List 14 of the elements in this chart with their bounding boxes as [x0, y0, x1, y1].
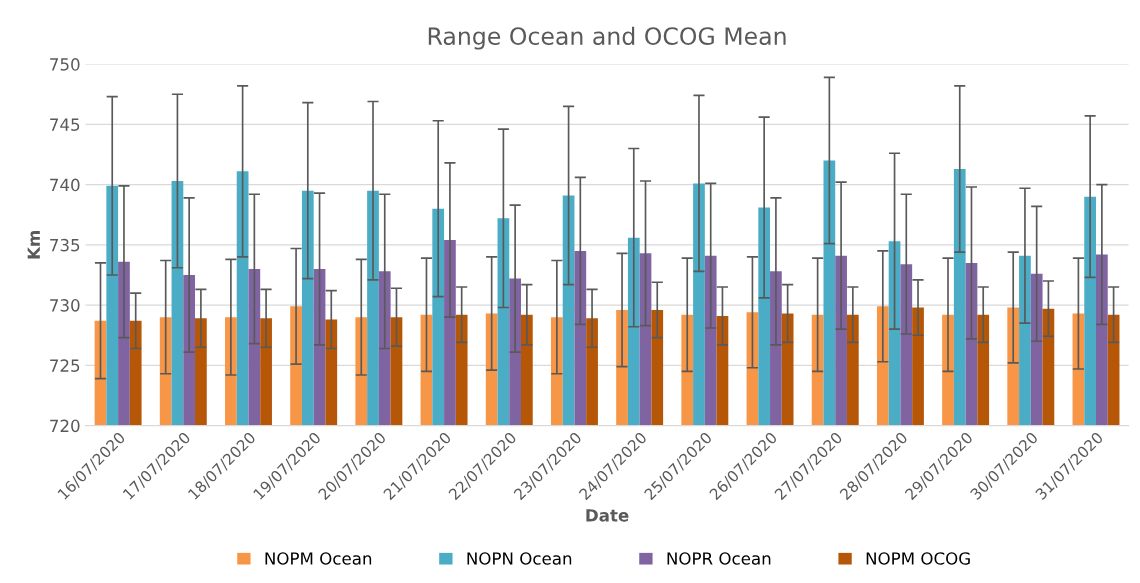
- y-tick-label: 720: [50, 419, 80, 433]
- y-axis-title: Km: [27, 231, 40, 259]
- y-tick-label: 740: [50, 178, 80, 192]
- legend-label: NOPM Ocean: [265, 552, 372, 565]
- y-tick-label: 750: [50, 58, 80, 71]
- legend-label: NOPM OCOG: [866, 552, 970, 565]
- chart-title: Range Ocean and OCOG Mean: [428, 26, 786, 50]
- legend-label: NOPR Ocean: [667, 552, 771, 565]
- y-tick-label: 735: [50, 238, 80, 252]
- y-tick-label: 725: [50, 359, 80, 372]
- legend-label: NOPN Ocean: [467, 552, 572, 565]
- y-tick-label: 745: [50, 118, 80, 131]
- x-axis-title: Date: [586, 509, 629, 522]
- y-tick-label: 730: [50, 299, 80, 312]
